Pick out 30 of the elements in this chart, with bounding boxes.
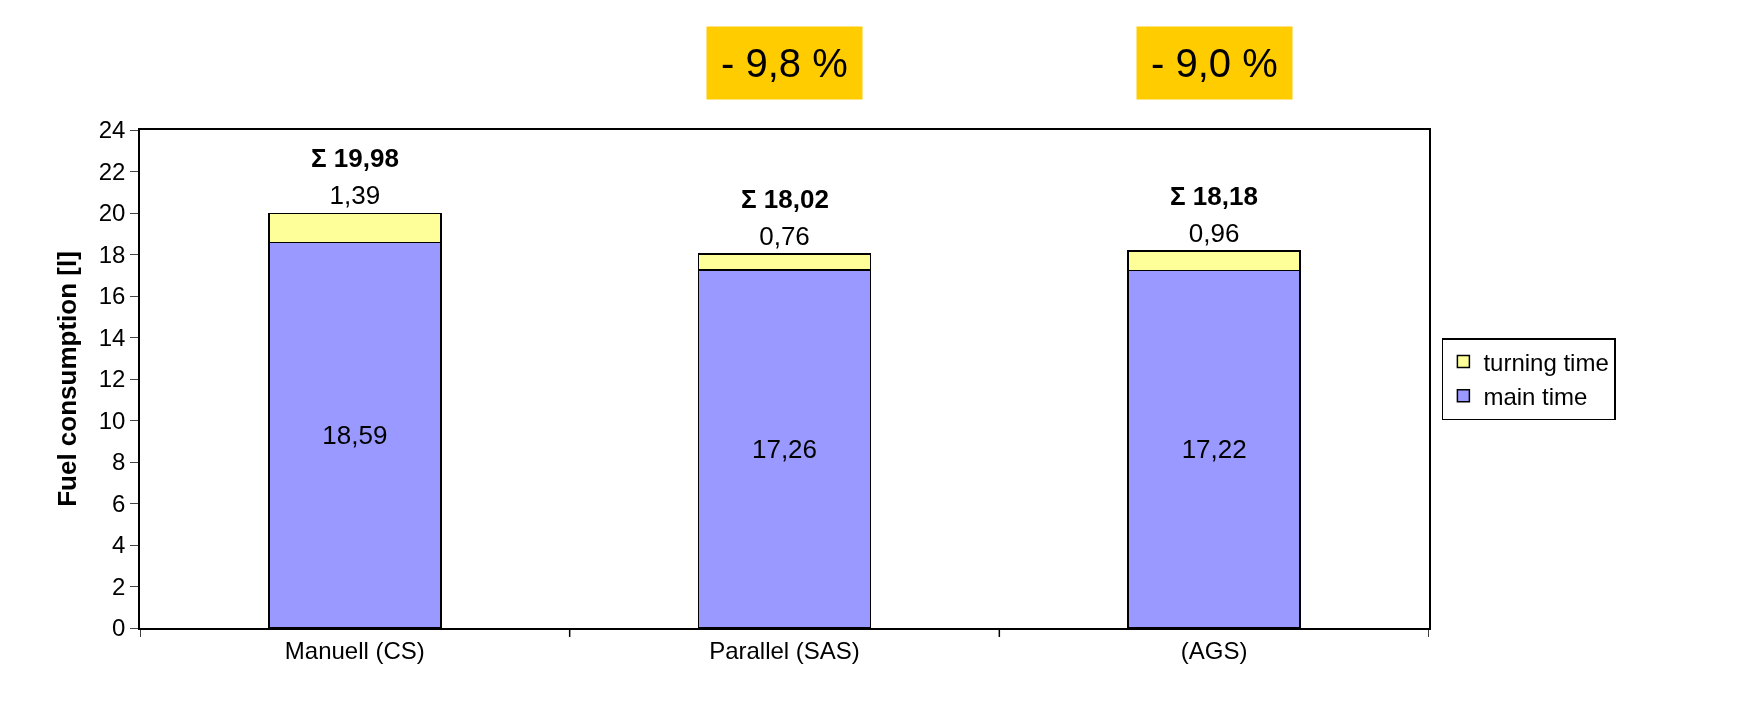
y-tick-label: 0 bbox=[112, 614, 126, 642]
legend-label: main time bbox=[1483, 383, 1588, 411]
total-label: Σ 18,02 bbox=[741, 184, 829, 214]
total-label: Σ 18,18 bbox=[1170, 181, 1258, 211]
text: - 9,0 % bbox=[1151, 41, 1278, 85]
legend-label: turning time bbox=[1483, 348, 1609, 376]
y-tick-label: 22 bbox=[98, 157, 126, 185]
y-tick-label: 8 bbox=[112, 448, 126, 476]
y-tick-label: 4 bbox=[112, 531, 126, 559]
data-label: 17,22 bbox=[1181, 434, 1247, 465]
text: - 9,8 % bbox=[721, 41, 848, 85]
data-label: 0,96 bbox=[1188, 217, 1240, 248]
y-tick-label: 16 bbox=[98, 282, 126, 310]
data-label: 17,26 bbox=[751, 433, 818, 464]
y-tick-label: 2 bbox=[112, 572, 126, 600]
total-label: Σ 19,98 bbox=[311, 143, 399, 173]
y-axis-title: Fuel consumption [l] bbox=[51, 251, 82, 507]
y-tick-label: 6 bbox=[112, 489, 126, 517]
y-tick-label: 20 bbox=[98, 199, 126, 227]
x-tick-label: Manuell (CS) bbox=[284, 636, 425, 664]
y-tick-label: 12 bbox=[98, 365, 126, 393]
x-tick-label: Parallel (SAS) bbox=[709, 636, 860, 664]
y-tick-label: 10 bbox=[98, 406, 126, 434]
x-tick-label: (AGS) bbox=[1180, 636, 1248, 664]
y-tick-label: 14 bbox=[98, 323, 126, 351]
y-tick-label: 18 bbox=[98, 240, 126, 268]
data-label: 0,76 bbox=[759, 221, 810, 252]
data-label: 1,39 bbox=[329, 180, 381, 211]
y-tick-label: 24 bbox=[98, 116, 126, 144]
data-label: 18,59 bbox=[322, 420, 388, 451]
